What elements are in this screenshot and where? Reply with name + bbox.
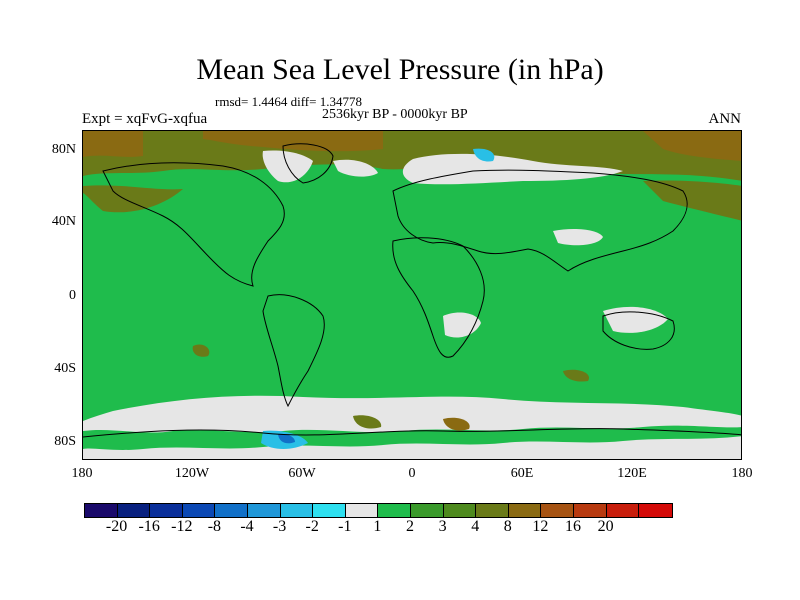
map-panel (82, 130, 742, 460)
colorbar-label: -3 (272, 518, 287, 535)
southern-ocean-brown (443, 417, 470, 431)
x-tick: 120E (617, 466, 647, 481)
southern-ocean-positive (353, 415, 382, 429)
colorbar-box (182, 504, 216, 517)
northwest-pacific-positive (643, 180, 741, 221)
x-tick: 0 (408, 466, 416, 481)
pressure-anomaly-map (83, 131, 741, 459)
colorbar-label: 20 (597, 518, 614, 535)
colorbar-label: -4 (240, 518, 254, 535)
colorbar-label: -16 (138, 518, 160, 535)
colorbar-box (541, 504, 574, 517)
period-text: 2536kyr BP - 0000kyr BP (322, 107, 468, 122)
colorbar-label: -8 (207, 518, 222, 535)
colorbar-box (606, 504, 640, 517)
coastlines (83, 143, 741, 438)
north-pacific-positive (83, 185, 183, 213)
colorbar-label: 4 (471, 518, 480, 535)
colorbar-box (215, 504, 248, 517)
stats-text: rmsd= 1.4464 diff= 1.34778 (215, 94, 362, 109)
colorbar-box (639, 504, 672, 517)
colorbar-label: 1 (373, 518, 382, 535)
colorbar-box (117, 504, 151, 517)
colorbar-box (85, 504, 118, 517)
season-label: ANN (708, 111, 742, 127)
colorbar-box (573, 504, 607, 517)
indian-ocean-positive (563, 369, 589, 382)
colorbar-label: 8 (503, 518, 512, 535)
arctic-brown-patch (203, 131, 383, 152)
chart-title: Mean Sea Level Pressure (in hPa) (196, 53, 604, 86)
colorbar-label: -20 (105, 518, 128, 535)
y-tick: 40N (51, 214, 76, 229)
y-tick: 40S (54, 361, 76, 376)
experiment-label: Expt = xqFvG-xqfua (82, 111, 208, 127)
colorbar-box (378, 504, 411, 517)
colorbar-box (247, 504, 281, 517)
colorbar-box (476, 504, 509, 517)
atlantic-near-zero-patch (333, 159, 378, 177)
colorbar-box (280, 504, 314, 517)
y-tick: 80S (54, 434, 76, 449)
australia-near-zero (603, 306, 668, 333)
eurasia-near-zero-patch (402, 153, 623, 185)
arctic-negative-patch (473, 148, 495, 162)
x-tick: 120W (174, 466, 210, 481)
colorbar-label: -1 (338, 518, 352, 535)
colorbar-label: 3 (438, 518, 447, 535)
colorbar (84, 503, 673, 518)
y-tick: 0 (69, 288, 76, 303)
colorbar-label: 12 (532, 518, 549, 535)
colorbar-label: 2 (406, 518, 414, 535)
colorbar-box (508, 504, 542, 517)
arctic-brown-patch-east (643, 131, 741, 161)
x-tick: 60W (288, 466, 316, 481)
y-tick: 80N (51, 142, 76, 157)
colorbar-label: -12 (171, 518, 193, 535)
antarctic-strong-negative (278, 433, 295, 444)
colorbar-box (345, 504, 379, 517)
arctic-brown-patch-west (83, 131, 143, 157)
south-pacific-positive-a (192, 344, 210, 357)
colorbar-label: 16 (565, 518, 581, 535)
colorbar-box (150, 504, 183, 517)
antarctic-coast-band (83, 425, 741, 450)
colorbar-box (410, 504, 444, 517)
colorbar-label: -2 (305, 518, 319, 535)
colorbar-box (443, 504, 477, 517)
colorbar-box (313, 504, 346, 517)
x-tick: 60E (510, 466, 534, 481)
x-tick: 180 (731, 466, 753, 481)
x-tick: 180 (71, 466, 93, 481)
central-asia-near-zero (553, 229, 603, 246)
